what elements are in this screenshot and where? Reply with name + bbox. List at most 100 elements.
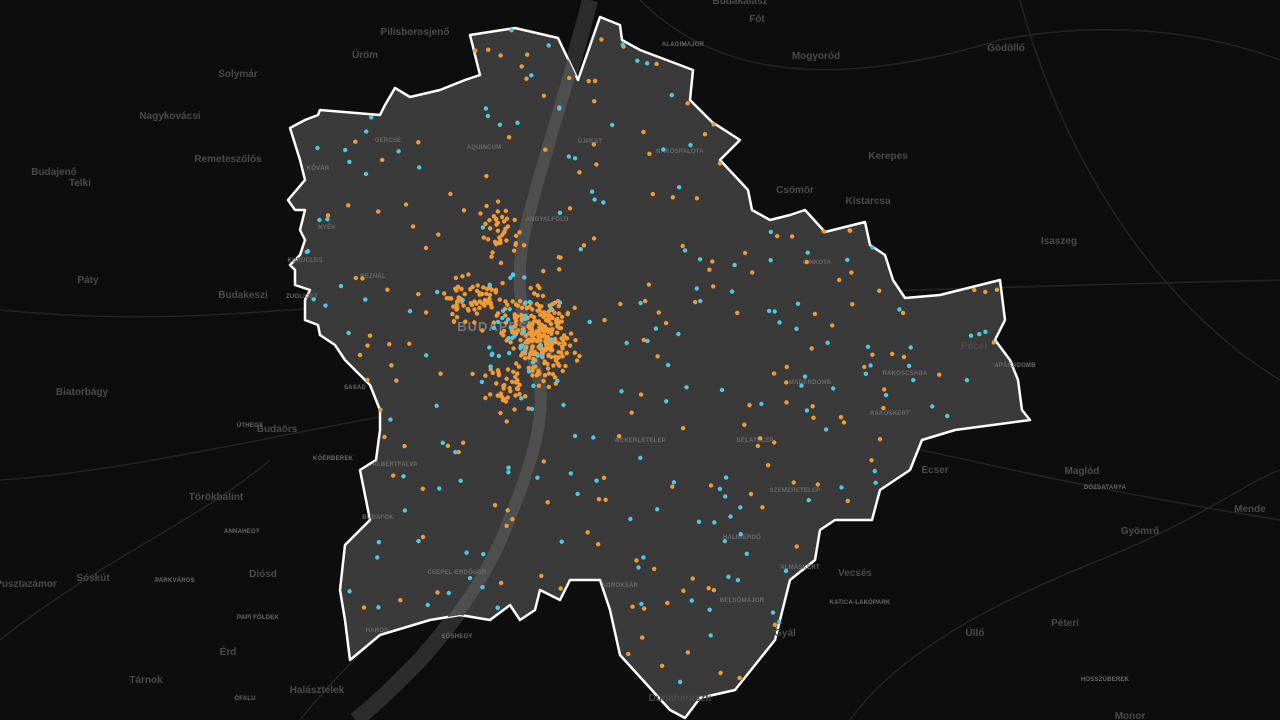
data-point [831,386,836,391]
district-label: GERCSE [375,138,402,144]
data-point [742,250,748,256]
budapest-boundary[interactable] [286,15,1032,720]
data-point [640,635,645,640]
data-point [572,350,577,355]
data-point [503,299,508,304]
data-point [561,402,566,408]
data-point [420,534,426,540]
town-label: Dunaharaszti [649,693,712,704]
data-point [487,282,492,287]
data-point [346,330,351,336]
data-point [520,329,526,335]
data-point [495,199,501,204]
data-point [760,505,765,510]
data-point [869,458,874,463]
data-point [477,291,482,296]
data-point [534,301,540,307]
data-point [501,333,506,338]
data-point [530,368,535,373]
data-point [435,590,440,595]
data-point [669,92,674,98]
data-point [794,326,799,331]
data-point [481,285,486,290]
data-point [506,470,511,475]
data-point [591,142,597,147]
data-point [500,315,505,321]
data-point [483,395,488,401]
data-point [830,323,835,328]
data-point [519,312,524,318]
data-point [417,165,422,170]
data-point [552,300,558,305]
data-point [809,346,814,351]
data-point [480,585,485,590]
data-point [628,516,633,522]
data-point [536,368,541,373]
data-point [490,250,495,255]
data-point [825,340,830,345]
data-point [591,435,596,440]
data-point [663,320,669,326]
data-point [723,494,728,499]
data-point [601,475,607,480]
data-point [722,538,728,544]
data-point [735,310,740,316]
data-point [548,321,554,327]
data-point [772,440,777,445]
data-point [416,140,421,145]
data-point [505,367,511,372]
data-point [560,354,565,359]
data-point [563,363,568,369]
data-point [559,319,564,324]
data-point [776,619,782,625]
data-point [487,218,492,223]
data-point [789,234,795,239]
data-point [420,486,425,491]
data-point [877,288,882,293]
data-point [488,392,493,397]
town-label: Páty [77,275,99,286]
data-point [486,299,492,304]
data-point [676,331,681,337]
district-label: HOSSZÚBEREK [1081,676,1130,683]
data-point [964,378,970,383]
data-point [424,353,429,358]
data-point [507,350,512,356]
data-point [499,394,504,399]
data-point [343,147,348,153]
data-point [697,257,703,262]
data-point [983,329,988,334]
data-point [519,396,524,401]
data-point [812,311,818,317]
data-point [487,292,493,298]
data-point [744,551,749,556]
data-point [454,314,460,320]
data-point [671,480,677,485]
data-point [848,228,853,233]
data-point [661,147,666,152]
data-point [906,363,912,369]
data-point [522,275,527,280]
district-label: RÁKOSCSABA [882,370,927,377]
data-point [530,373,535,378]
district-label: NYÉK [318,223,336,231]
data-point [511,346,516,351]
data-point [526,369,532,374]
data-point [877,436,883,442]
data-point [524,305,529,311]
data-point [688,142,693,148]
district-label: SASAD [344,385,366,391]
data-point [638,392,644,397]
district-label: ÚJPEST [578,138,603,145]
data-point [402,508,408,513]
data-point [804,259,809,265]
town-label: Tárnok [129,675,163,686]
data-point [462,292,467,297]
data-point [305,249,311,254]
town-label: Gödöllő [987,43,1025,54]
data-point [505,508,510,513]
data-point [517,391,522,397]
data-point [515,314,520,319]
data-point [509,28,514,33]
